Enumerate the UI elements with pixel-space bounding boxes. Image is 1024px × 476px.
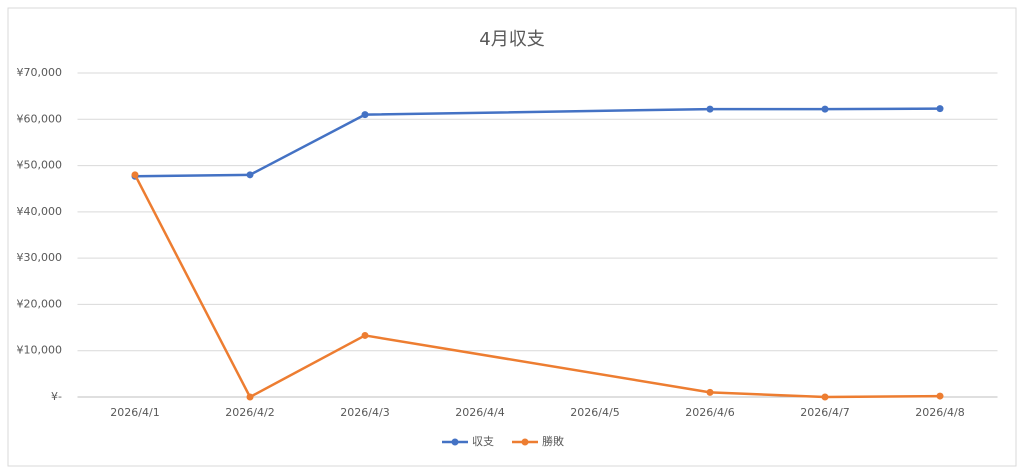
x-tick-label: 2026/4/6 — [685, 406, 734, 419]
series-line — [133, 173, 252, 178]
data-point — [361, 331, 369, 339]
data-point — [936, 105, 944, 113]
x-tick-label: 2026/4/3 — [340, 406, 389, 419]
chart-area — [7, 7, 1017, 467]
legend-label: 勝敗 — [542, 434, 564, 448]
x-tick-label: 2026/4/1 — [110, 406, 159, 419]
chart-title: 4月収支 — [479, 29, 544, 50]
y-tick-label: ¥20,000 — [17, 297, 63, 310]
x-tick-label: 2026/4/4 — [455, 406, 504, 419]
y-tick-label: ¥10,000 — [17, 344, 63, 357]
series-line — [133, 173, 252, 399]
x-tick-label: 2026/4/5 — [570, 406, 619, 419]
data-point — [131, 171, 139, 179]
legend-label: 収支 — [472, 435, 494, 448]
series-line — [823, 394, 942, 399]
y-tick-label: ¥50,000 — [17, 159, 63, 172]
series-line — [363, 334, 712, 394]
y-tick-label: ¥- — [51, 390, 62, 403]
legend-marker — [521, 438, 529, 446]
x-tick-label: 2026/4/7 — [800, 406, 849, 419]
legend-marker — [451, 438, 459, 446]
series-line — [248, 113, 367, 177]
y-tick-label: ¥60,000 — [17, 112, 63, 125]
y-tick-label: ¥40,000 — [17, 205, 63, 218]
x-tick-label: 2026/4/2 — [225, 406, 274, 419]
data-point — [706, 388, 714, 396]
data-point — [821, 393, 829, 401]
y-tick-label: ¥30,000 — [17, 251, 63, 264]
data-point — [361, 111, 369, 119]
series-line — [363, 107, 712, 116]
data-point — [246, 171, 254, 179]
series-line — [708, 391, 827, 399]
y-tick-label: ¥70,000 — [17, 66, 63, 79]
x-tick-label: 2026/4/8 — [915, 406, 964, 419]
series-line — [248, 334, 367, 399]
data-point — [936, 392, 944, 400]
data-point — [821, 105, 829, 113]
data-point — [706, 105, 714, 113]
data-point — [246, 393, 254, 401]
